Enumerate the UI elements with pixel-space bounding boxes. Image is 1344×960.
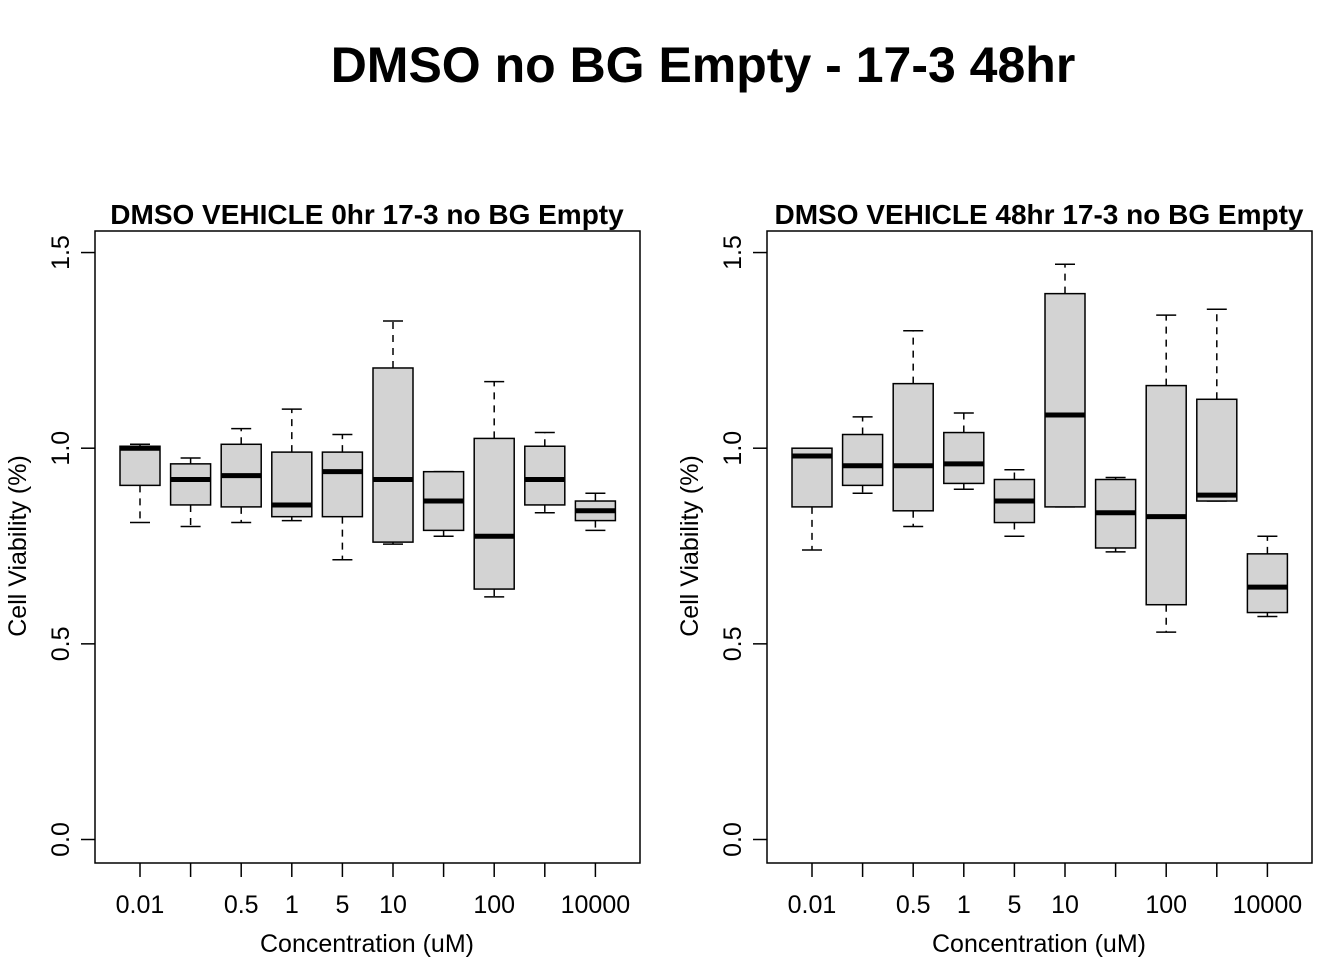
right-y-tick-label: 1.0 bbox=[719, 431, 747, 466]
right-box-100 bbox=[1145, 314, 1187, 633]
right-y-axis-label: Cell Viability (%) bbox=[676, 455, 704, 637]
right-box-1 bbox=[943, 412, 985, 491]
right-x-axis: 0.01 0.5 1 5 10 100 10000 bbox=[788, 863, 1303, 919]
iqr-box bbox=[321, 451, 364, 518]
left-box-50 bbox=[422, 470, 465, 537]
left-panel: DMSO VEHICLE 0hr 17-3 no BG Empty 0.0 0.5… bbox=[4, 199, 641, 958]
left-x-axis: 0.01 0.5 1 5 10 100 10000 bbox=[116, 863, 631, 919]
right-y-tick-label: 0.5 bbox=[719, 626, 747, 661]
main-title: DMSO no BG Empty - 17-3 48hr bbox=[331, 37, 1076, 93]
left-box-0.01 bbox=[119, 443, 161, 524]
iqr-box bbox=[943, 431, 985, 485]
iqr-box bbox=[169, 463, 212, 506]
left-x-tick-label: 10 bbox=[379, 891, 407, 919]
iqr-box bbox=[1246, 553, 1289, 614]
right-x-tick-label: 100 bbox=[1145, 891, 1187, 919]
left-panel-title: DMSO VEHICLE 0hr 17-3 no BG Empty bbox=[110, 199, 624, 230]
left-x-tick-label: 1 bbox=[285, 891, 299, 919]
right-y-tick-label: 0.0 bbox=[719, 822, 747, 857]
iqr-box bbox=[1044, 292, 1086, 508]
iqr-box bbox=[1145, 384, 1187, 606]
left-box-0.5 bbox=[220, 427, 262, 524]
iqr-box bbox=[524, 445, 566, 506]
left-y-axis-label: Cell Viability (%) bbox=[4, 455, 32, 637]
left-y-tick-label: 1.5 bbox=[47, 235, 75, 270]
right-box-50 bbox=[1094, 476, 1137, 553]
left-box-100 bbox=[473, 380, 515, 598]
left-y-axis: 0.0 0.5 1.0 1.5 bbox=[47, 235, 95, 857]
right-x-tick-label: 10 bbox=[1051, 891, 1079, 919]
left-box-10000 bbox=[574, 492, 617, 532]
left-y-tick-label: 0.0 bbox=[47, 822, 75, 857]
right-x-tick-label: 10000 bbox=[1233, 891, 1303, 919]
left-box-5 bbox=[321, 433, 364, 561]
right-plot-area: 0.0 0.5 1.0 1.5 0.01 0.5 1 5 10 100 10000 bbox=[719, 230, 1313, 919]
right-box-0.1 bbox=[841, 416, 884, 494]
iqr-box bbox=[892, 382, 934, 512]
right-box-0.5 bbox=[892, 330, 934, 528]
left-plot-area: 0.0 0.5 1.0 1.5 0.01 0.5 1 5 10 100 10000 bbox=[47, 230, 641, 919]
left-x-tick-label: 5 bbox=[335, 891, 349, 919]
right-y-tick-label: 1.5 bbox=[719, 235, 747, 270]
left-y-tick-label: 0.5 bbox=[47, 626, 75, 661]
left-box-10 bbox=[372, 320, 414, 545]
right-y-axis: 0.0 0.5 1.0 1.5 bbox=[719, 235, 767, 857]
left-box-0.1 bbox=[169, 457, 212, 528]
left-y-tick-label: 1.0 bbox=[47, 431, 75, 466]
right-x-tick-label: 0.5 bbox=[896, 891, 931, 919]
iqr-box bbox=[372, 367, 414, 543]
right-x-tick-label: 0.01 bbox=[788, 891, 837, 919]
right-x-tick-label: 1 bbox=[957, 891, 971, 919]
right-box-10000 bbox=[1246, 535, 1289, 618]
right-panel: DMSO VEHICLE 48hr 17-3 no BG Empty 0.00.… bbox=[676, 199, 1313, 958]
left-box-1000 bbox=[524, 431, 566, 514]
right-box-5 bbox=[993, 468, 1036, 537]
left-x-tick-label: 10000 bbox=[561, 891, 631, 919]
left-box-1 bbox=[271, 408, 313, 522]
iqr-box bbox=[1196, 398, 1238, 502]
right-plot-frame bbox=[766, 230, 1313, 864]
right-box-1000 bbox=[1196, 308, 1238, 502]
left-x-tick-label: 100 bbox=[473, 891, 515, 919]
right-panel-title: DMSO VEHICLE 48hr 17-3 no BG Empty bbox=[775, 199, 1304, 230]
iqr-box bbox=[841, 433, 884, 487]
iqr-box bbox=[473, 437, 515, 590]
iqr-box bbox=[119, 445, 161, 487]
left-x-tick-label: 0.5 bbox=[224, 891, 259, 919]
right-x-tick-label: 5 bbox=[1007, 891, 1021, 919]
left-x-axis-label: Concentration (uM) bbox=[260, 930, 474, 958]
left-x-tick-label: 0.01 bbox=[116, 891, 165, 919]
right-box-0.01 bbox=[791, 447, 833, 551]
right-x-axis-label: Concentration (uM) bbox=[932, 930, 1146, 958]
right-box-10 bbox=[1044, 263, 1086, 508]
left-plot-frame bbox=[94, 230, 641, 864]
